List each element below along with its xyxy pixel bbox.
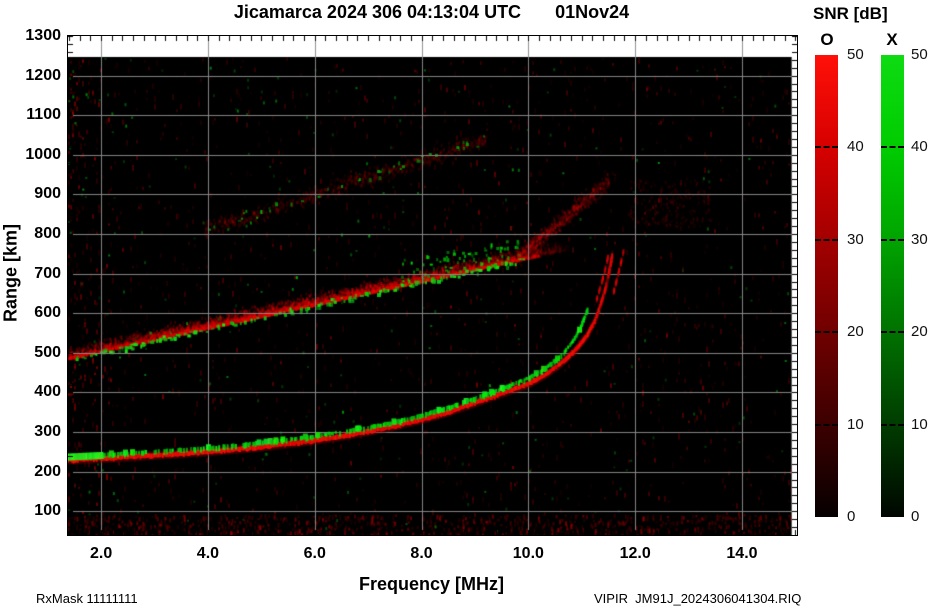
y-tick-label: 1100 bbox=[26, 106, 61, 124]
colorbar-dash-mark bbox=[881, 238, 904, 241]
colorbar-dash-mark bbox=[815, 146, 838, 149]
ionogram-canvas bbox=[68, 36, 797, 535]
colorbar-dash-mark bbox=[881, 423, 904, 426]
x-mode-label: X bbox=[886, 30, 898, 49]
o-mode-colorbar bbox=[815, 55, 838, 517]
x-tick-label: 6.0 bbox=[303, 545, 326, 562]
colorbar-tick-label: 20 bbox=[847, 323, 864, 341]
y-tick-label: 200 bbox=[34, 462, 61, 480]
x-tick-label: 14.0 bbox=[726, 545, 758, 562]
x-mode-colorbar bbox=[881, 55, 904, 517]
colorbar-tick-label: 50 bbox=[847, 46, 864, 63]
y-tick-label: 1300 bbox=[25, 27, 61, 44]
colorbar-title: SNR [dB] bbox=[813, 4, 888, 23]
x-tick-label: 12.0 bbox=[619, 545, 651, 562]
colorbar-tick-label: 10 bbox=[911, 415, 928, 433]
colorbar-tick-label: 40 bbox=[911, 138, 928, 156]
x-tick-label: 2.0 bbox=[89, 545, 113, 562]
y-tick-label: 900 bbox=[34, 185, 61, 203]
colorbar-dash-mark bbox=[881, 331, 904, 334]
x-axis-title: Frequency [MHz] bbox=[358, 574, 504, 594]
y-tick-label: 300 bbox=[34, 423, 61, 441]
y-tick-label: 600 bbox=[34, 304, 61, 322]
x-tick-label: 4.0 bbox=[196, 545, 220, 562]
colorbar-dash-mark bbox=[881, 146, 904, 149]
y-tick-label: 500 bbox=[34, 343, 61, 361]
colorbar-tick-label: 50 bbox=[911, 46, 928, 63]
colorbar-tick-label: 40 bbox=[847, 138, 864, 156]
x-tick-label: 8.0 bbox=[410, 545, 433, 562]
y-tick-label: 700 bbox=[34, 264, 61, 282]
o-mode-label: O bbox=[820, 30, 834, 49]
colorbar-dash-mark bbox=[815, 238, 838, 241]
colorbar-tick-label: 0 bbox=[847, 508, 856, 525]
x-tick-label: 10.0 bbox=[512, 545, 544, 562]
y-tick-label: 100 bbox=[34, 502, 61, 520]
rxmask-text: RxMask 11111111 bbox=[36, 591, 138, 606]
colorbar-tick-label: 30 bbox=[847, 230, 864, 248]
filename-text: VIPIR JM91J_2024306041304.RIQ bbox=[594, 591, 802, 606]
plot-title: Jicamarca 2024 306 04:13:04 UTC 01Nov24 bbox=[67, 2, 796, 23]
title-station-time: Jicamarca 2024 306 04:13:04 UTC bbox=[233, 2, 522, 22]
y-tick-label: 800 bbox=[34, 225, 61, 243]
colorbar-tick-label: 0 bbox=[911, 508, 920, 525]
colorbar-dash-mark bbox=[815, 423, 838, 426]
title-date: 01Nov24 bbox=[555, 2, 630, 22]
y-tick-label: 1200 bbox=[25, 66, 61, 84]
y-tick-label: 1000 bbox=[25, 145, 61, 163]
colorbar-tick-label: 20 bbox=[911, 323, 928, 341]
colorbar-tick-label: 30 bbox=[911, 230, 928, 248]
plot-frame bbox=[67, 35, 798, 536]
colorbar-tick-label: 10 bbox=[847, 415, 864, 433]
y-tick-label: 400 bbox=[34, 383, 61, 401]
colorbar-dash-mark bbox=[815, 331, 838, 334]
